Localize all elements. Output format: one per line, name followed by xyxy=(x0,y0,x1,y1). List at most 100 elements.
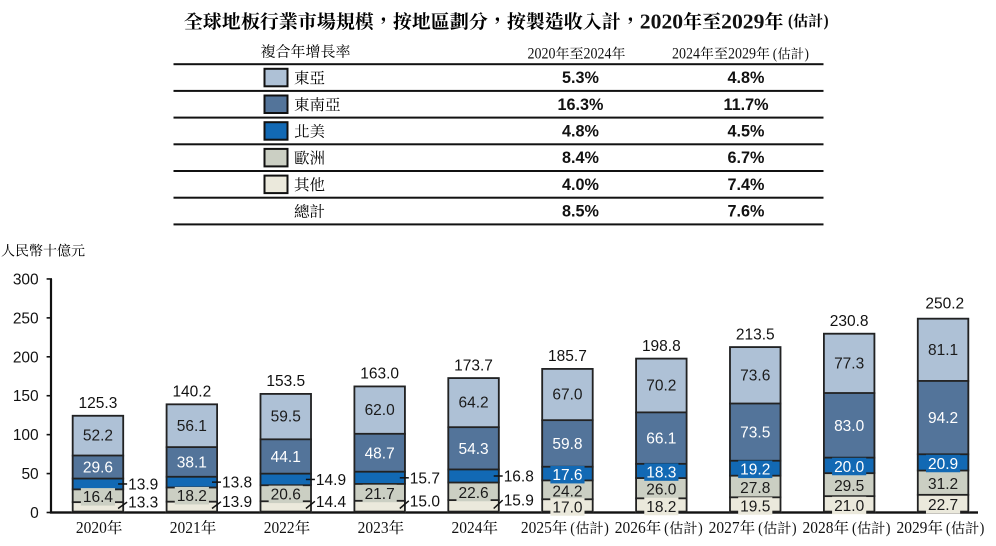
svg-text:16.8: 16.8 xyxy=(504,468,534,485)
svg-text:250: 250 xyxy=(13,310,39,327)
svg-text:): ) xyxy=(604,521,609,538)
svg-text:19.2: 19.2 xyxy=(740,462,770,479)
svg-text:(: ( xyxy=(946,521,951,538)
svg-text:52.2: 52.2 xyxy=(83,428,113,445)
svg-text:29.6: 29.6 xyxy=(83,460,113,477)
svg-text:13.9: 13.9 xyxy=(222,494,252,511)
svg-text:2024: 2024 xyxy=(452,517,483,537)
svg-text:15.9: 15.9 xyxy=(504,493,534,510)
svg-text:29.5: 29.5 xyxy=(834,478,864,495)
svg-text:2024: 2024 xyxy=(672,46,701,63)
svg-text:18.2: 18.2 xyxy=(177,488,207,505)
svg-text:67.0: 67.0 xyxy=(552,387,583,404)
svg-text:38.1: 38.1 xyxy=(177,454,207,471)
svg-text:2029: 2029 xyxy=(728,46,756,63)
svg-text:4.0%: 4.0% xyxy=(562,176,599,194)
svg-text:17.0: 17.0 xyxy=(552,499,583,516)
svg-text:173.7: 173.7 xyxy=(454,357,493,374)
svg-text:62.0: 62.0 xyxy=(365,402,396,419)
svg-text:24.2: 24.2 xyxy=(552,483,582,500)
svg-text:(: ( xyxy=(758,521,763,538)
svg-text:19.5: 19.5 xyxy=(740,498,770,515)
svg-text:(: ( xyxy=(570,521,575,538)
svg-text:22.7: 22.7 xyxy=(928,497,958,514)
svg-text:250.2: 250.2 xyxy=(925,296,964,313)
svg-text:64.2: 64.2 xyxy=(458,395,488,412)
svg-text:77.3: 77.3 xyxy=(834,355,864,372)
svg-text:2028: 2028 xyxy=(803,517,834,537)
svg-text:15.0: 15.0 xyxy=(410,493,441,510)
svg-text:17.6: 17.6 xyxy=(552,467,582,484)
svg-text:4.8%: 4.8% xyxy=(728,69,765,87)
svg-text:150: 150 xyxy=(13,388,39,405)
svg-text:(: ( xyxy=(773,46,778,63)
svg-text:22.6: 22.6 xyxy=(458,485,488,502)
svg-text:21.7: 21.7 xyxy=(365,486,395,503)
svg-text:): ) xyxy=(980,521,985,538)
svg-text:94.2: 94.2 xyxy=(928,410,958,427)
svg-text:): ) xyxy=(824,12,829,30)
svg-text:20.6: 20.6 xyxy=(271,487,301,504)
svg-text:2029: 2029 xyxy=(721,9,764,33)
svg-text:230.8: 230.8 xyxy=(830,313,869,330)
svg-text:): ) xyxy=(698,521,703,538)
svg-text:26.0: 26.0 xyxy=(646,482,677,499)
svg-text:2020: 2020 xyxy=(76,517,107,537)
svg-text:18.2: 18.2 xyxy=(646,499,676,516)
svg-text:48.7: 48.7 xyxy=(365,445,395,462)
svg-text:13.8: 13.8 xyxy=(222,475,252,492)
svg-text:18.3: 18.3 xyxy=(646,464,676,481)
svg-text:8.4%: 8.4% xyxy=(562,149,599,167)
svg-text:): ) xyxy=(886,521,891,538)
svg-text:(: ( xyxy=(788,12,793,30)
svg-text:153.5: 153.5 xyxy=(266,373,305,390)
svg-text:(: ( xyxy=(852,521,857,538)
svg-text:44.1: 44.1 xyxy=(271,449,301,466)
svg-text:163.0: 163.0 xyxy=(360,366,399,383)
svg-text:73.5: 73.5 xyxy=(740,425,770,442)
svg-text:): ) xyxy=(792,521,797,538)
svg-text:83.0: 83.0 xyxy=(834,418,865,435)
svg-text:11.7%: 11.7% xyxy=(723,96,768,114)
svg-text:56.1: 56.1 xyxy=(177,418,207,435)
svg-text:50: 50 xyxy=(21,466,39,483)
svg-text:21.0: 21.0 xyxy=(834,498,865,515)
svg-text:59.8: 59.8 xyxy=(552,436,582,453)
svg-text:27.8: 27.8 xyxy=(740,480,770,497)
svg-text:(: ( xyxy=(664,521,669,538)
svg-text:): ) xyxy=(804,46,809,63)
svg-text:13.9: 13.9 xyxy=(128,476,158,493)
svg-text:140.2: 140.2 xyxy=(172,384,211,401)
svg-text:20.0: 20.0 xyxy=(834,459,865,476)
svg-text:59.5: 59.5 xyxy=(271,409,301,426)
svg-text:2022: 2022 xyxy=(264,517,295,537)
svg-text:81.1: 81.1 xyxy=(928,342,958,359)
svg-text:54.3: 54.3 xyxy=(458,441,488,458)
svg-text:7.6%: 7.6% xyxy=(728,203,765,221)
svg-text:125.3: 125.3 xyxy=(79,395,118,412)
svg-text:66.1: 66.1 xyxy=(646,431,676,448)
svg-text:5.3%: 5.3% xyxy=(562,69,599,87)
svg-text:2024: 2024 xyxy=(584,46,613,63)
svg-text:185.7: 185.7 xyxy=(548,348,587,365)
svg-text:2025: 2025 xyxy=(521,517,552,537)
svg-text:300: 300 xyxy=(13,271,39,288)
svg-text:213.5: 213.5 xyxy=(736,326,775,343)
svg-text:4.8%: 4.8% xyxy=(562,122,599,140)
svg-text:6.7%: 6.7% xyxy=(728,149,765,167)
svg-text:2026: 2026 xyxy=(615,517,646,537)
svg-text:7.4%: 7.4% xyxy=(728,176,765,194)
svg-text:198.8: 198.8 xyxy=(642,338,681,355)
svg-text:15.7: 15.7 xyxy=(410,470,440,487)
svg-text:31.2: 31.2 xyxy=(928,476,958,493)
svg-text:100: 100 xyxy=(13,427,39,444)
svg-text:70.2: 70.2 xyxy=(646,378,676,395)
svg-text:14.4: 14.4 xyxy=(316,494,347,511)
svg-text:0: 0 xyxy=(30,505,39,522)
svg-text:20.9: 20.9 xyxy=(928,456,958,473)
svg-text:2029: 2029 xyxy=(896,517,927,537)
svg-text:73.6: 73.6 xyxy=(740,367,770,384)
svg-text:2027: 2027 xyxy=(709,517,740,537)
svg-text:2020: 2020 xyxy=(528,46,556,63)
svg-text:2023: 2023 xyxy=(358,517,389,537)
